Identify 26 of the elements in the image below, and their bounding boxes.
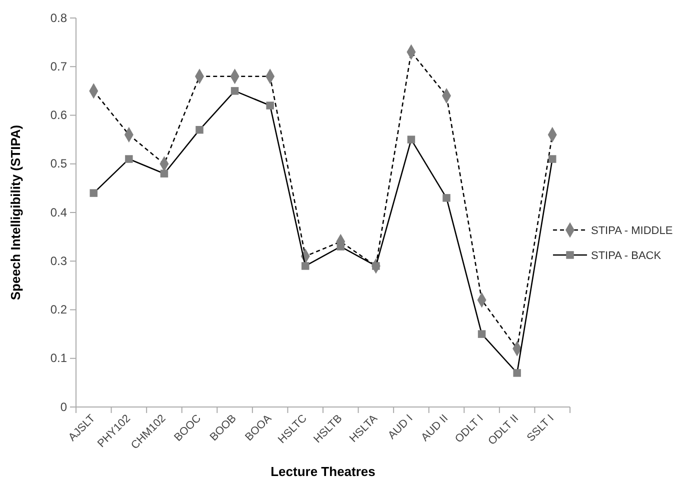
point <box>513 369 521 377</box>
point <box>442 194 450 202</box>
point <box>548 155 556 163</box>
y-tick-label: 0.1 <box>50 351 68 366</box>
y-tick-label: 0.4 <box>50 205 68 220</box>
point <box>478 330 486 338</box>
y-tick-label: 0.3 <box>50 254 68 268</box>
x-axis-title: Lecture Theatres <box>270 464 376 479</box>
y-tick-label: 0.8 <box>50 10 68 25</box>
y-axis-title: Speech Intelligibility (STIPA) <box>8 124 23 300</box>
legend-label: STIPA - BACK <box>591 250 662 262</box>
y-tick-label: 0.7 <box>50 59 68 74</box>
point <box>407 136 416 144</box>
point <box>160 170 168 178</box>
y-tick-label: 0 <box>60 400 68 414</box>
point <box>266 102 274 110</box>
point <box>336 242 345 250</box>
point <box>196 126 204 134</box>
point <box>230 87 239 95</box>
point <box>301 262 310 270</box>
y-tick-label: 0.6 <box>50 108 68 122</box>
y-tick-label: 0.2 <box>50 302 68 317</box>
point <box>90 189 98 197</box>
legend-label: STIPA - MIDDLE <box>591 224 673 237</box>
y-tick-label: 0.5 <box>50 156 68 171</box>
point <box>125 155 133 163</box>
